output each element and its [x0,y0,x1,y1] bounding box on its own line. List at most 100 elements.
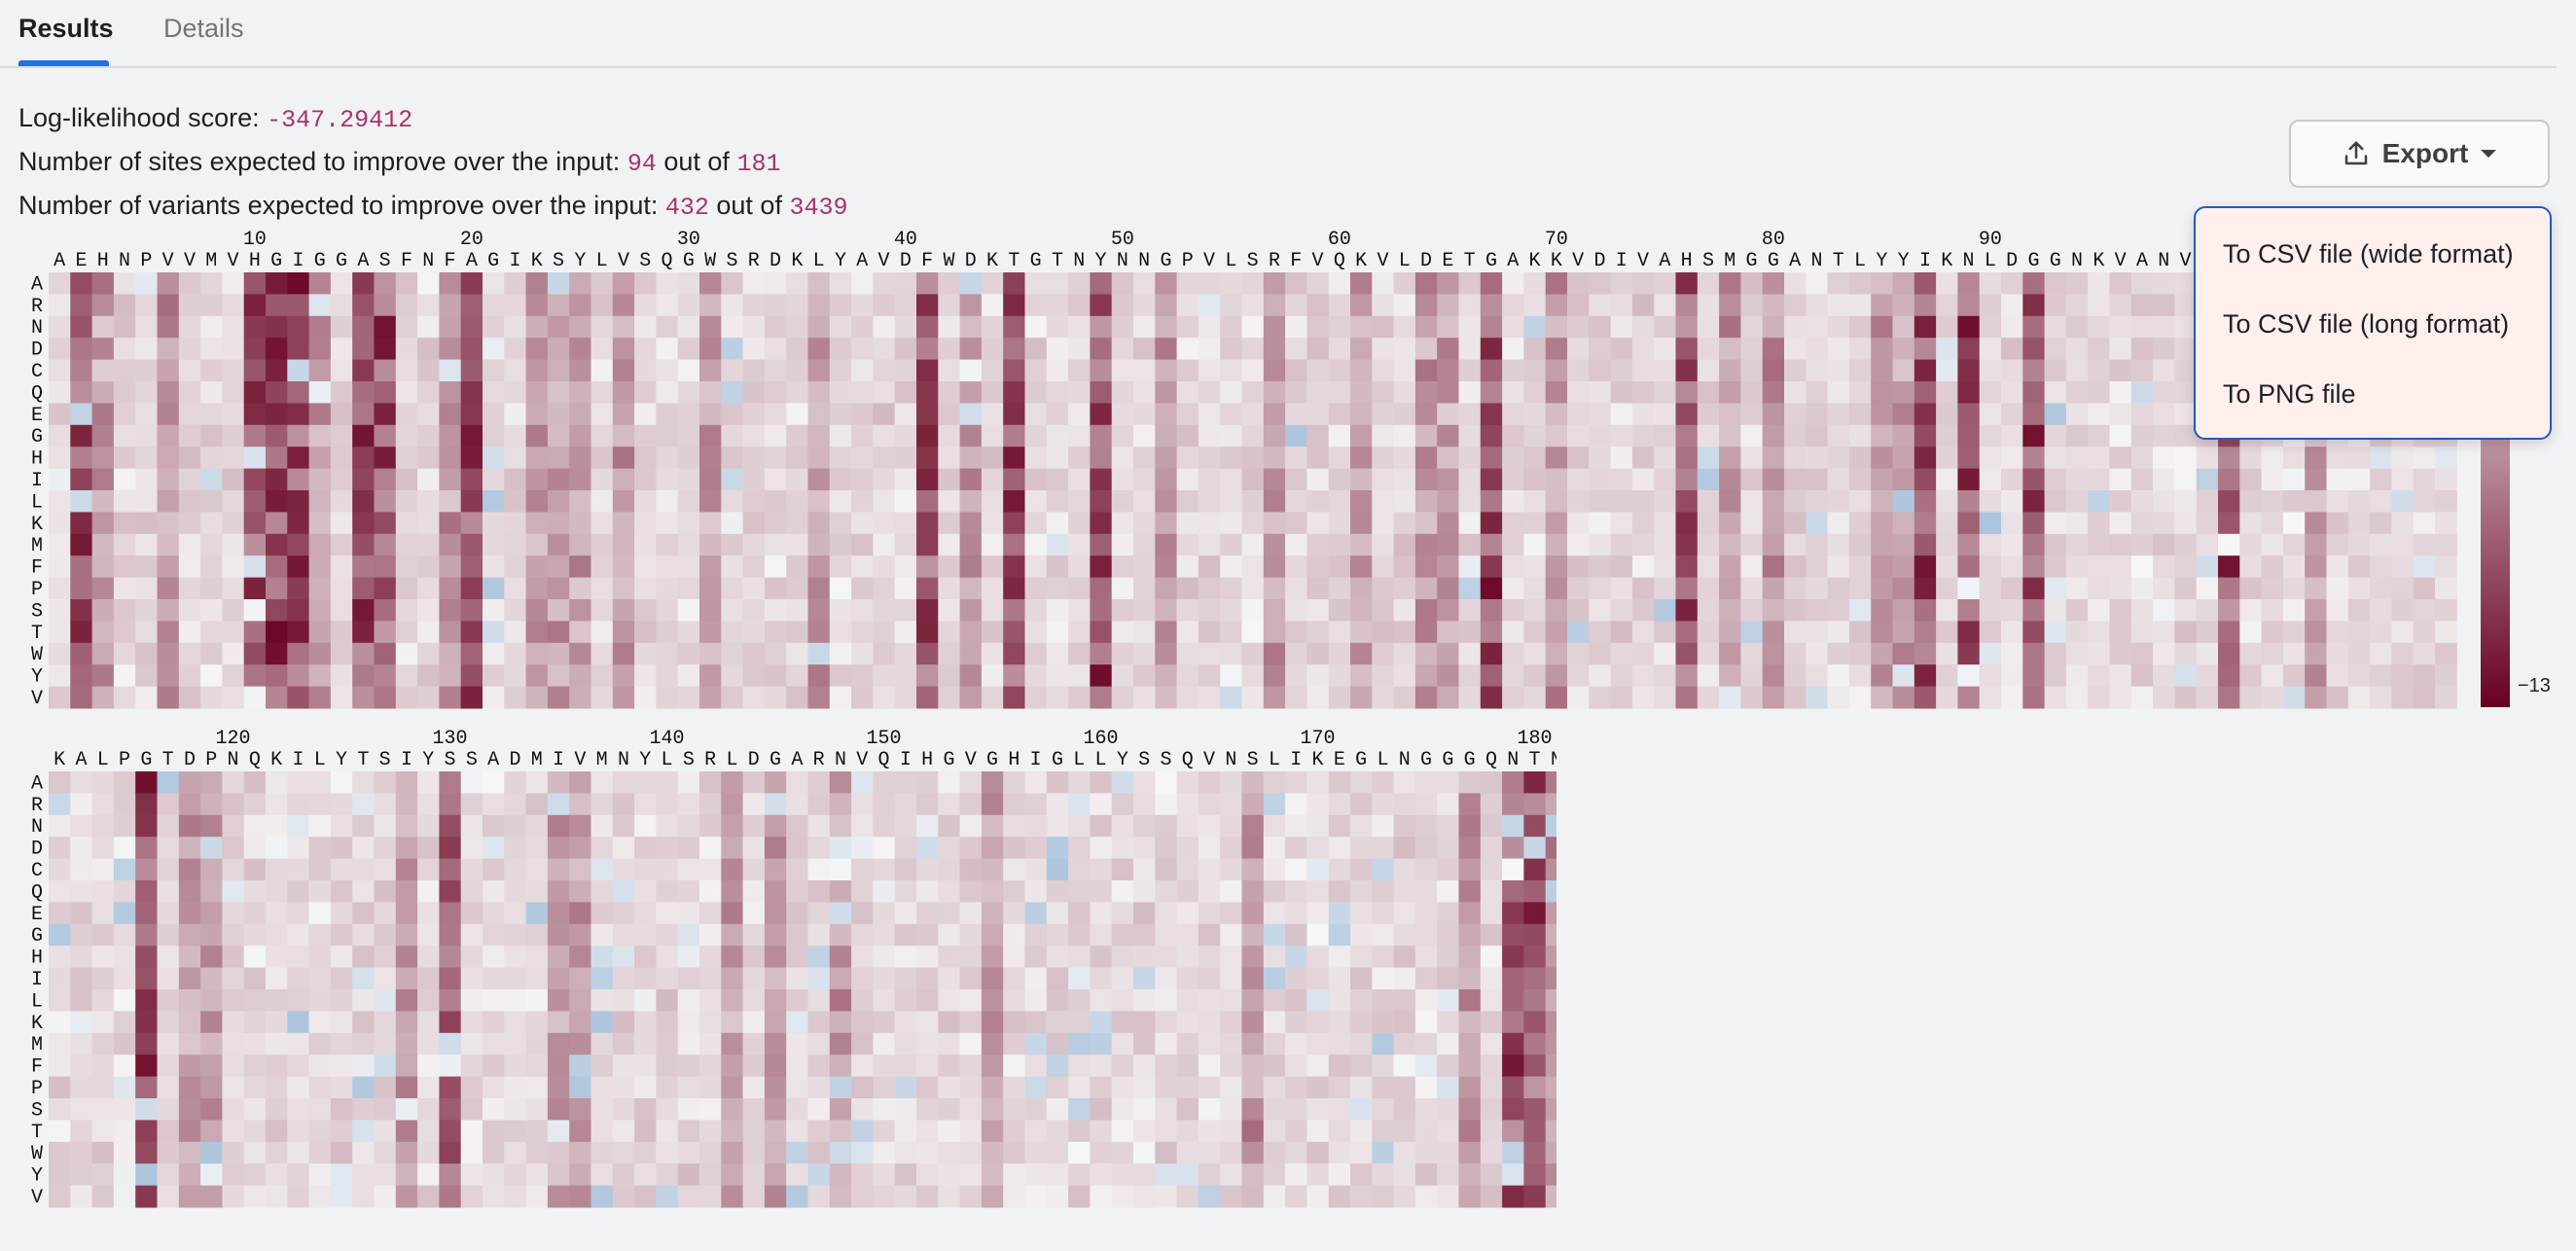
heatmap-cell [352,577,375,600]
heatmap-cell [525,1098,549,1121]
heatmap-cell [135,814,158,838]
heatmap-cell [916,533,939,556]
heatmap-cell [959,946,983,969]
heatmap-cell [178,814,201,838]
heatmap-cell [1024,1098,1048,1121]
heatmap-cell [959,1185,983,1208]
heatmap-cell [243,1032,267,1055]
heatmap-cell [2282,577,2306,600]
heatmap-cell [200,447,223,470]
heatmap-cell [417,793,440,816]
heatmap-cell [2088,468,2110,491]
menu-item-png[interactable]: To PNG file [2223,379,2356,409]
heatmap-cell [1068,272,1091,295]
sequence-letter: S [1247,250,1259,272]
tab-details[interactable]: Details [163,14,244,43]
heatmap-cell [1892,403,1915,426]
heatmap-cell [829,642,852,665]
heatmap-cell [49,555,71,579]
heatmap-cell [1458,272,1482,295]
heatmap-cell [200,923,223,947]
heatmap-cell [764,1141,787,1164]
heatmap-cell [1220,989,1242,1012]
menu-item-csv-wide[interactable]: To CSV file (wide format) [2223,239,2514,268]
heatmap-cell [677,315,700,339]
heatmap-cell [504,664,527,688]
heatmap-cell [656,1120,679,1143]
heatmap-cell [1393,512,1416,535]
heatmap-cell [2305,664,2327,688]
heatmap-cell [1480,338,1503,361]
heatmap-cell [1393,577,1416,600]
heatmap-cell [1220,1011,1242,1034]
heatmap-cell [699,381,722,404]
row-label: D [31,839,43,861]
export-button[interactable]: Export [2289,120,2550,188]
heatmap-cell [851,512,874,535]
heatmap-cell [1827,381,1850,404]
heatmap-cell [178,381,201,404]
heatmap-cell [352,555,375,579]
heatmap-cell [525,403,549,426]
heatmap-cell [1068,837,1091,860]
heatmap-cell [1545,315,1568,339]
sequence-letter: H [921,749,933,771]
heatmap-cell [1306,686,1330,709]
heatmap-cell [1241,381,1265,404]
heatmap-cell [330,315,353,339]
heatmap-cell [1719,315,1741,339]
heatmap-cell [1372,490,1395,513]
heatmap-cell [1892,533,1915,556]
heatmap-cell [1848,642,1872,665]
heatmap-cell [1806,577,1829,600]
heatmap-cell [1545,793,1556,816]
heatmap-cell [525,338,549,361]
heatmap-cell [70,468,93,491]
heatmap-cell [938,512,961,535]
tab-results[interactable]: Results [18,14,114,43]
heatmap-cell [981,1185,1004,1208]
heatmap-cell [786,1011,808,1034]
heatmap-cell [851,1120,874,1143]
heatmap-cell [1090,858,1113,881]
heatmap-cell [2153,315,2175,339]
heatmap-cell [1306,771,1330,794]
heatmap-cell [460,923,483,947]
heatmap-cell [786,880,808,903]
heatmap-cell [2001,490,2023,513]
heatmap-cell [547,902,570,925]
heatmap-cell [395,555,418,579]
heatmap-cell [1155,424,1178,447]
row-label: Y [31,666,43,689]
heatmap-cell [395,621,418,644]
heatmap-cell [916,880,939,903]
heatmap-cell [439,1076,462,1099]
heatmap-cell [2282,490,2306,513]
heatmap-cell [91,272,115,295]
heatmap-cell [873,577,896,600]
heatmap-cell [2088,599,2110,622]
heatmap-cell [1046,989,1069,1012]
heatmap-cell [1458,946,1482,969]
heatmap-cell [330,381,353,404]
heatmap-cell [1263,1098,1286,1121]
heatmap-cell [1936,381,1958,404]
heatmap-cell [1176,989,1199,1012]
heatmap-cell [352,1163,375,1187]
heatmap-cell [1631,533,1655,556]
heatmap-cell [1806,338,1829,361]
heatmap-cell [2218,686,2240,709]
heatmap-cell [1589,512,1612,535]
heatmap-cell [569,447,591,470]
heatmap-cell [222,1011,245,1034]
heatmap-cell [1198,599,1221,622]
heatmap-cell [1502,1076,1524,1099]
heatmap-cell [2326,555,2349,579]
heatmap-cell [981,642,1004,665]
heatmap-cell [1610,359,1633,382]
heatmap-cell [916,1098,939,1121]
heatmap-cell [1631,490,1655,513]
heatmap-cell [1393,967,1416,990]
heatmap-cell [1068,858,1091,881]
menu-item-csv-long[interactable]: To CSV file (long format) [2223,309,2510,339]
